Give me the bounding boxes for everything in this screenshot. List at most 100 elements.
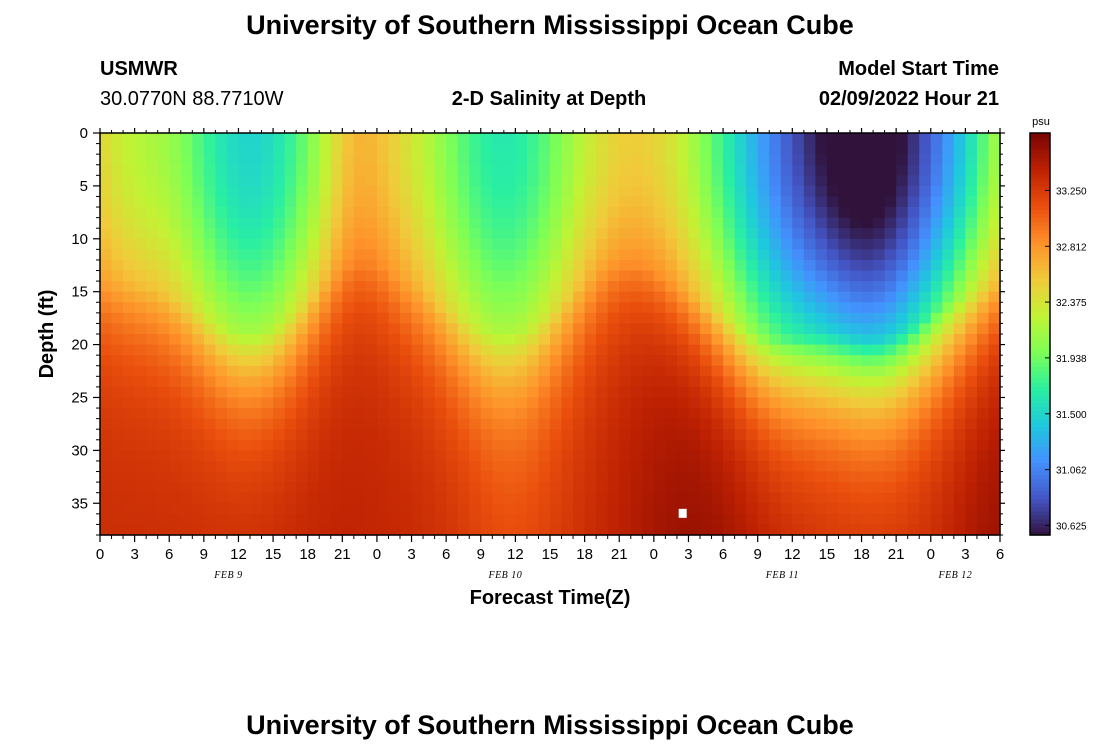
heatmap-cell [261,185,274,198]
heatmap-cell [653,450,666,462]
heatmap-cell [400,185,413,198]
heatmap-cell [180,185,193,198]
heatmap-cell [873,133,886,145]
heatmap-cell [700,249,713,261]
heatmap-cell [550,259,563,272]
heatmap-cell [134,238,147,250]
heatmap-cell [676,249,690,261]
colorbar-segment [1030,289,1050,295]
heatmap-cell [688,376,701,388]
heatmap-cell [100,471,113,483]
heatmap-cell [850,418,863,430]
heatmap-cell [653,323,666,335]
heatmap-cell [619,270,632,282]
heatmap-cell [273,365,286,377]
x-date-label: FEB 12 [937,570,972,581]
heatmap-cell [388,323,401,335]
heatmap-cell [688,429,701,441]
heatmap-cell [919,185,932,198]
heatmap-cell [642,312,655,325]
heatmap-cell [953,334,966,346]
heatmap-cell [734,217,747,229]
heatmap-cell [665,196,678,208]
heatmap-cell [561,164,574,176]
heatmap-cell [642,291,655,303]
heatmap-cell [688,450,701,462]
heatmap-cell [734,408,747,420]
heatmap-cell [376,524,390,536]
heatmap-cell [446,408,459,420]
heatmap-cell [319,439,332,451]
heatmap-cell [319,207,332,219]
heatmap-cell [780,386,793,399]
heatmap-cell [976,513,990,526]
heatmap-cell [111,429,124,441]
heatmap-cell [930,302,943,314]
heatmap-cell [596,460,609,473]
heatmap-cell [757,196,770,208]
heatmap-cell [942,450,955,462]
heatmap-cell [919,228,932,240]
heatmap-cell [907,429,920,441]
heatmap-cell [203,429,216,441]
heatmap-cell [250,143,263,155]
heatmap-cell [503,355,516,367]
heatmap-cell [976,355,990,367]
heatmap-cell [965,259,978,272]
heatmap-cell [226,397,240,409]
heatmap-cell [780,439,793,451]
heatmap-cell [446,418,459,430]
heatmap-cell [826,471,840,483]
heatmap-cell [573,133,586,145]
heatmap-cell [700,270,713,282]
heatmap-cell [723,207,736,219]
heatmap-cell [342,133,355,145]
heatmap-cell [192,323,205,335]
heatmap-cell [423,249,436,261]
colorbar: 30.62531.06231.50031.93832.37532.81233.2… [1029,132,1087,536]
heatmap-cell [526,365,540,377]
heatmap-cell [526,312,540,325]
colorbar-segment [1030,346,1050,351]
heatmap-cell [942,270,955,282]
heatmap-cell [330,312,343,325]
heatmap-cell [169,482,182,494]
heatmap-cell [226,365,240,377]
heatmap-cell [792,450,805,462]
heatmap-cell [584,503,597,515]
heatmap-cell [434,397,447,409]
heatmap-cell [665,365,678,377]
heatmap-cell [157,429,170,441]
heatmap-cell [665,524,678,536]
heatmap-cell [307,143,320,155]
heatmap-cell [700,503,713,515]
heatmap-cell [619,143,632,155]
heatmap-cell [400,175,413,187]
heatmap-cell [250,291,263,303]
colorbar-segment [1030,398,1050,403]
heatmap-cell [157,460,170,473]
heatmap-cell [838,503,851,515]
heatmap-cell [238,228,251,240]
heatmap-cell [769,460,782,473]
heatmap-cell [907,238,920,250]
heatmap-cell [503,450,516,462]
heatmap-cell [723,312,736,325]
heatmap-cell [573,238,586,250]
heatmap-cell [157,397,170,409]
heatmap-cell [896,291,909,303]
heatmap-cell [942,133,955,145]
heatmap-cell [353,492,366,504]
heatmap-cell [284,482,297,494]
heatmap-cell [388,228,401,240]
heatmap-cell [273,270,286,282]
heatmap-cell [850,492,863,504]
heatmap-cell [492,196,505,208]
heatmap-cell [873,312,886,325]
heatmap-cell [365,249,378,261]
heatmap-cell [988,334,1001,346]
heatmap-cell [273,460,286,473]
heatmap-cell [792,196,805,208]
heatmap-cell [746,386,759,399]
heatmap-cell [146,334,159,346]
